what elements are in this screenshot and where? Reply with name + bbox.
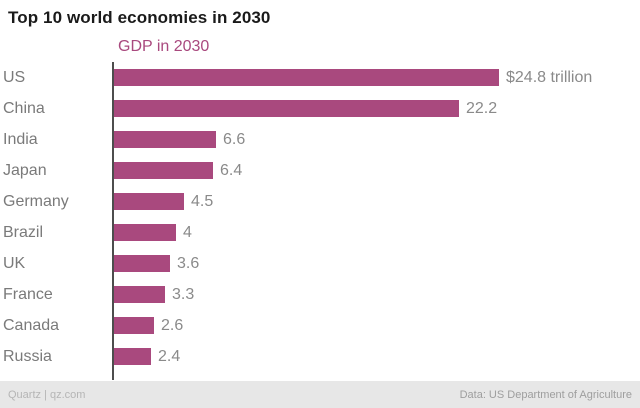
bar-row: Russia 2.4 xyxy=(0,341,640,372)
bar-track: 22.2 xyxy=(112,93,640,124)
bar-row: Germany 4.5 xyxy=(0,186,640,217)
bar-track: 4 xyxy=(112,217,640,248)
bar-row: Brazil 4 xyxy=(0,217,640,248)
bar xyxy=(114,286,165,303)
bar-track: 2.6 xyxy=(112,310,640,341)
category-label: Germany xyxy=(3,192,69,210)
category-label: Brazil xyxy=(3,223,44,241)
bar-track: 6.6 xyxy=(112,124,640,155)
bar xyxy=(114,224,176,241)
bar-row: China 22.2 xyxy=(0,93,640,124)
bar-track: 2.4 xyxy=(112,341,640,372)
bar-row: France 3.3 xyxy=(0,279,640,310)
bar-row: US $24.8 trillion xyxy=(0,62,640,93)
bar-row: Canada 2.6 xyxy=(0,310,640,341)
category-label: UK xyxy=(3,254,26,272)
plot-area: US $24.8 trillion China 22.2 India 6.6 Japan 6.… xyxy=(0,62,640,372)
bar-row: India 6.6 xyxy=(0,124,640,155)
bar xyxy=(114,162,213,179)
axis-line-tail xyxy=(112,372,114,380)
bar-track: 3.6 xyxy=(112,248,640,279)
bar-track: 4.5 xyxy=(112,186,640,217)
category-label: India xyxy=(3,130,38,148)
category-label: Canada xyxy=(3,316,60,334)
bar-track: 3.3 xyxy=(112,279,640,310)
bar-track: 6.4 xyxy=(112,155,640,186)
category-label: US xyxy=(3,68,26,86)
category-label: China xyxy=(3,99,45,117)
value-label: 4 xyxy=(183,223,192,241)
bar-row: UK 3.6 xyxy=(0,248,640,279)
bar-track: $24.8 trillion xyxy=(112,62,640,93)
bar xyxy=(114,317,154,334)
value-label: 2.6 xyxy=(161,316,184,334)
bar xyxy=(114,100,459,117)
value-label: 6.4 xyxy=(220,161,243,179)
value-label: 6.6 xyxy=(223,130,246,148)
chart-title: Top 10 world economies in 2030 xyxy=(8,8,271,27)
bar xyxy=(114,193,184,210)
bar xyxy=(114,348,151,365)
value-label: 22.2 xyxy=(466,99,498,117)
series-label: GDP in 2030 xyxy=(118,38,210,55)
category-label: Russia xyxy=(3,347,52,365)
category-label: France xyxy=(3,285,53,303)
value-label: $24.8 trillion xyxy=(506,68,593,86)
value-label: 3.6 xyxy=(177,254,200,272)
footer-branding: Quartz | qz.com xyxy=(8,388,86,401)
footer-data-source: Data: US Department of Agriculture xyxy=(459,388,632,401)
bar xyxy=(114,255,170,272)
value-label: 2.4 xyxy=(158,347,181,365)
value-label: 4.5 xyxy=(191,192,214,210)
bar xyxy=(114,131,216,148)
category-label: Japan xyxy=(3,161,47,179)
bar-row: Japan 6.4 xyxy=(0,155,640,186)
value-label: 3.3 xyxy=(172,285,195,303)
bar xyxy=(114,69,499,86)
footer: Quartz | qz.com Data: US Department of A… xyxy=(0,381,640,408)
